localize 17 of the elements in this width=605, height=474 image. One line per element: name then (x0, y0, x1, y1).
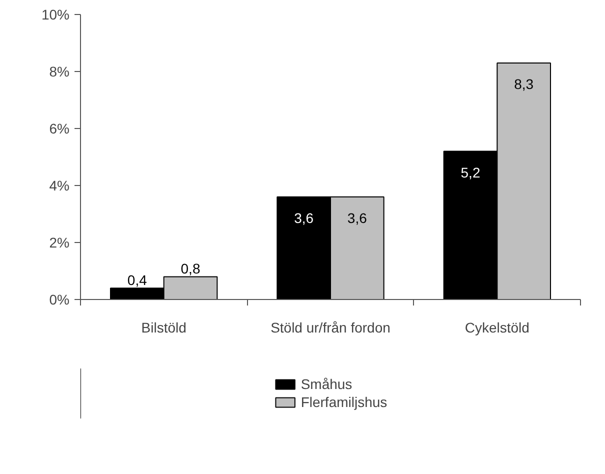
x-tick-label: Cykelstöld (464, 320, 530, 336)
data-label: 3,6 (294, 210, 314, 226)
data-label: 3,6 (347, 210, 368, 226)
data-label: 0,8 (180, 260, 200, 277)
y-tick-label: 0% (49, 292, 70, 308)
data-label: 8,3 (514, 76, 534, 92)
y-tick-label: 2% (49, 234, 70, 250)
legend-label: Småhus (300, 376, 352, 392)
data-label: 0,4 (127, 272, 148, 288)
legend-label: Flerfamiljshus (300, 394, 388, 410)
y-tick-label: 10% (41, 6, 70, 22)
data-label: 5,2 (460, 164, 480, 180)
x-tick-label: Stöld ur/från fordon (270, 320, 390, 336)
x-tick-label: Bilstöld (141, 320, 186, 336)
y-tick-label: 6% (49, 120, 70, 136)
y-tick-label: 8% (49, 64, 70, 80)
y-tick-label: 4% (49, 178, 70, 194)
